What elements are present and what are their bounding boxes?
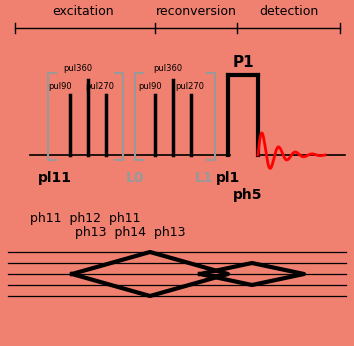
Text: pul270: pul270	[176, 82, 205, 91]
Text: L0: L0	[126, 171, 144, 185]
Text: L1: L1	[194, 171, 213, 185]
Text: pul90: pul90	[48, 82, 72, 91]
Text: reconversion: reconversion	[155, 5, 236, 18]
Text: ph11  ph12  ph11: ph11 ph12 ph11	[30, 212, 141, 225]
Text: pul360: pul360	[153, 64, 183, 73]
Text: P1: P1	[232, 55, 254, 70]
Text: pul270: pul270	[86, 82, 114, 91]
Text: detection: detection	[259, 5, 319, 18]
Text: ph13  ph14  ph13: ph13 ph14 ph13	[75, 226, 185, 239]
Text: pul360: pul360	[63, 64, 92, 73]
Text: pl1: pl1	[216, 171, 240, 185]
Text: excitation: excitation	[52, 5, 114, 18]
Text: ph5: ph5	[233, 188, 263, 202]
Text: pl11: pl11	[38, 171, 72, 185]
Text: pul90: pul90	[138, 82, 162, 91]
